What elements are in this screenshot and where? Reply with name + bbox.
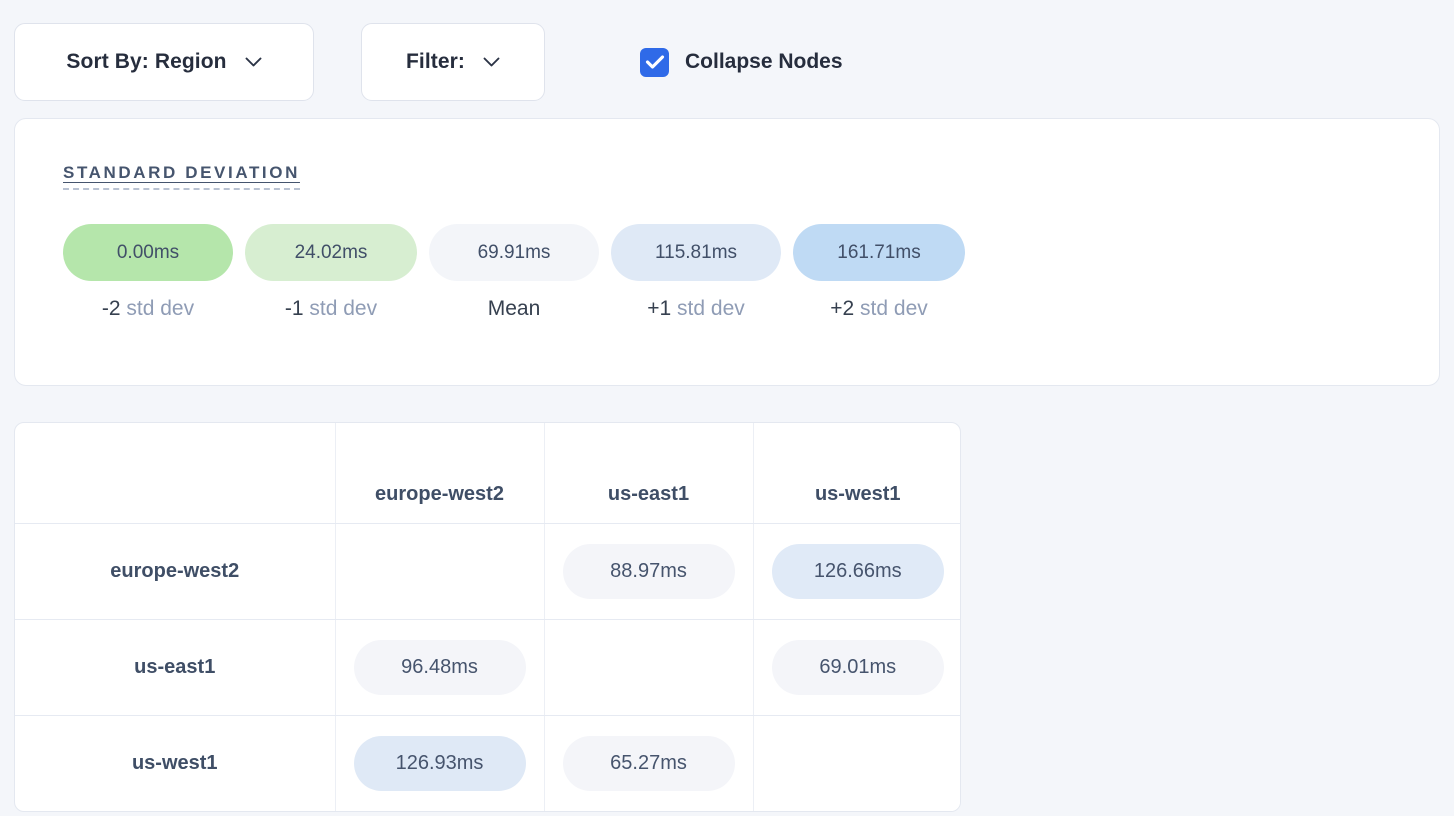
std-dev-step: 24.02ms -1 std dev (245, 224, 417, 321)
latency-matrix-table: europe-west2 us-east1 us-west1 europe-west… (15, 423, 960, 811)
latency-value-pill: 126.66ms (771, 543, 944, 599)
matrix-cell[interactable]: 65.27ms (544, 715, 754, 811)
matrix-cell-empty (753, 715, 960, 811)
matrix-cell[interactable]: 126.93ms (335, 715, 545, 811)
std-dev-step: 0.00ms -2 std dev (63, 224, 233, 321)
latency-matrix: europe-west2 us-east1 us-west1 europe-west… (14, 422, 961, 812)
matrix-row-header: us-west1 (15, 715, 336, 811)
std-dev-step-label: +2 std dev (830, 297, 928, 320)
latency-value-pill: 65.27ms (562, 735, 735, 791)
std-dev-step-number: -2 (101, 297, 121, 320)
table-row: us-east1 96.48ms 69.01ms (15, 619, 960, 716)
std-dev-step-label: +1 std dev (647, 297, 745, 320)
sort-by-label: Sort By: Region (66, 50, 227, 73)
latency-value-pill: 96.48ms (353, 639, 526, 695)
std-dev-scale: 0.00ms -2 std dev 24.02ms -1 std dev 69.91ms… (63, 224, 1439, 321)
latency-value-pill: 69.01ms (771, 639, 944, 695)
table-row: europe-west2 88.97ms 126.66ms (15, 523, 960, 620)
matrix-body: europe-west2 88.97ms 126.66ms us-east1 96.48… (15, 523, 960, 811)
std-dev-step-label: Mean (487, 297, 541, 320)
std-dev-step-label: -2 std dev (101, 297, 195, 320)
matrix-corner-cell (15, 423, 336, 524)
std-dev-step: 69.91ms Mean (429, 224, 599, 321)
collapse-nodes-label: Collapse Nodes (685, 50, 843, 73)
matrix-column-header: us-west1 (753, 423, 960, 524)
filter-dropdown[interactable]: Filter: (361, 23, 545, 101)
matrix-cell[interactable]: 69.01ms (753, 619, 960, 716)
toolbar: Sort By: Region Filter: Collapse Nodes (0, 0, 1454, 108)
latency-value-pill: 126.93ms (353, 735, 526, 791)
standard-deviation-card: STANDARD DEVIATION 0.00ms -2 std dev 24.02… (14, 118, 1440, 386)
std-dev-step-label: -1 std dev (284, 297, 378, 320)
matrix-row-header: europe-west2 (15, 523, 336, 620)
matrix-cell-empty (335, 523, 545, 620)
table-row: us-west1 126.93ms 65.27ms (15, 715, 960, 811)
sort-by-dropdown[interactable]: Sort By: Region (14, 23, 314, 101)
chevron-down-icon (483, 57, 500, 68)
std-dev-value-pill: 161.71ms (793, 224, 965, 281)
matrix-column-header: us-east1 (544, 423, 754, 524)
chevron-down-icon (245, 57, 262, 68)
std-dev-step-number: +1 (647, 297, 672, 320)
std-dev-value-pill: 69.91ms (429, 224, 599, 281)
check-icon (645, 55, 664, 69)
matrix-column-header: europe-west2 (335, 423, 545, 524)
matrix-cell[interactable]: 96.48ms (335, 619, 545, 716)
matrix-column-header-label: us-west1 (814, 483, 901, 506)
matrix-cell[interactable]: 126.66ms (753, 523, 960, 620)
std-dev-step: 115.81ms +1 std dev (611, 224, 781, 321)
std-dev-step: 161.71ms +2 std dev (793, 224, 965, 321)
matrix-column-header-label: us-east1 (607, 483, 690, 506)
collapse-nodes-checkbox[interactable] (640, 47, 669, 77)
matrix-cell-empty (544, 619, 754, 716)
std-dev-value-pill: 115.81ms (611, 224, 781, 281)
standard-deviation-title: STANDARD DEVIATION (63, 163, 300, 190)
std-dev-value-pill: 0.00ms (63, 224, 233, 281)
table-header-row: europe-west2 us-east1 us-west1 (15, 423, 960, 524)
latency-value-pill: 88.97ms (562, 543, 735, 599)
std-dev-value-pill: 24.02ms (245, 224, 417, 281)
std-dev-step-number: +2 (830, 297, 855, 320)
std-dev-step-number: -1 (284, 297, 304, 320)
matrix-cell[interactable]: 88.97ms (544, 523, 754, 620)
filter-label: Filter: (405, 50, 466, 73)
collapse-nodes-toggle[interactable]: Collapse Nodes (640, 47, 843, 77)
matrix-column-header-label: europe-west2 (375, 483, 504, 506)
matrix-row-header: us-east1 (15, 619, 336, 716)
matrix-header: europe-west2 us-east1 us-west1 (15, 423, 960, 524)
